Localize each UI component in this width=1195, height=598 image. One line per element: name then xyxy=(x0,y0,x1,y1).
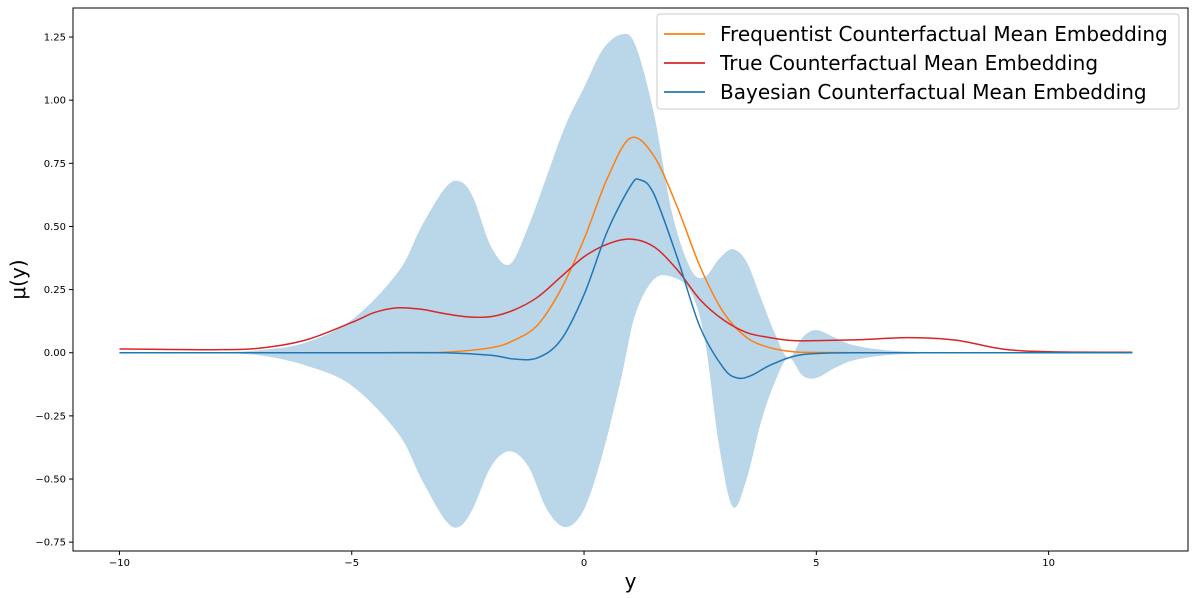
confidence-band-layer xyxy=(119,33,1133,528)
y-tick-label: 0.25 xyxy=(44,285,66,296)
x-tick-label: 0 xyxy=(581,558,587,569)
confidence-band xyxy=(119,33,1133,528)
y-tick-label: 0.75 xyxy=(44,159,66,170)
x-axis-label: y xyxy=(625,569,637,593)
series-line-2 xyxy=(119,178,1133,380)
y-tick-label: −0.25 xyxy=(35,411,66,422)
x-ticks: −10 −5 0 5 10 xyxy=(109,551,1055,569)
y-tick-label: 1.00 xyxy=(44,96,66,107)
legend-label-2: Bayesian Counterfactual Mean Embedding xyxy=(720,80,1147,104)
x-tick-label: 5 xyxy=(813,558,819,569)
legend-box xyxy=(656,13,1180,110)
y-tick-label: −0.75 xyxy=(35,538,66,549)
y-axis-label: μ(y) xyxy=(6,259,30,299)
y-tick-label: 1.25 xyxy=(44,33,66,44)
x-tick-label: −10 xyxy=(109,558,130,569)
series-layer xyxy=(119,136,1133,380)
plot-frame xyxy=(72,7,1189,552)
x-tick-label: 10 xyxy=(1042,558,1055,569)
series-line-1 xyxy=(119,238,1133,353)
x-tick-label: −5 xyxy=(344,558,359,569)
y-tick-label: 0.00 xyxy=(44,348,66,359)
y-tick-label: 0.50 xyxy=(44,222,66,233)
legend-label-1: True Counterfactual Mean Embedding xyxy=(719,51,1098,75)
y-tick-label: −0.50 xyxy=(35,475,66,486)
legend: Frequentist Counterfactual Mean Embeddin… xyxy=(656,13,1180,110)
y-ticks: −0.75 −0.50 −0.25 0.00 0.25 0.50 0.75 1.00 1.25 xyxy=(35,33,73,549)
legend-label-0: Frequentist Counterfactual Mean Embeddin… xyxy=(720,22,1168,46)
